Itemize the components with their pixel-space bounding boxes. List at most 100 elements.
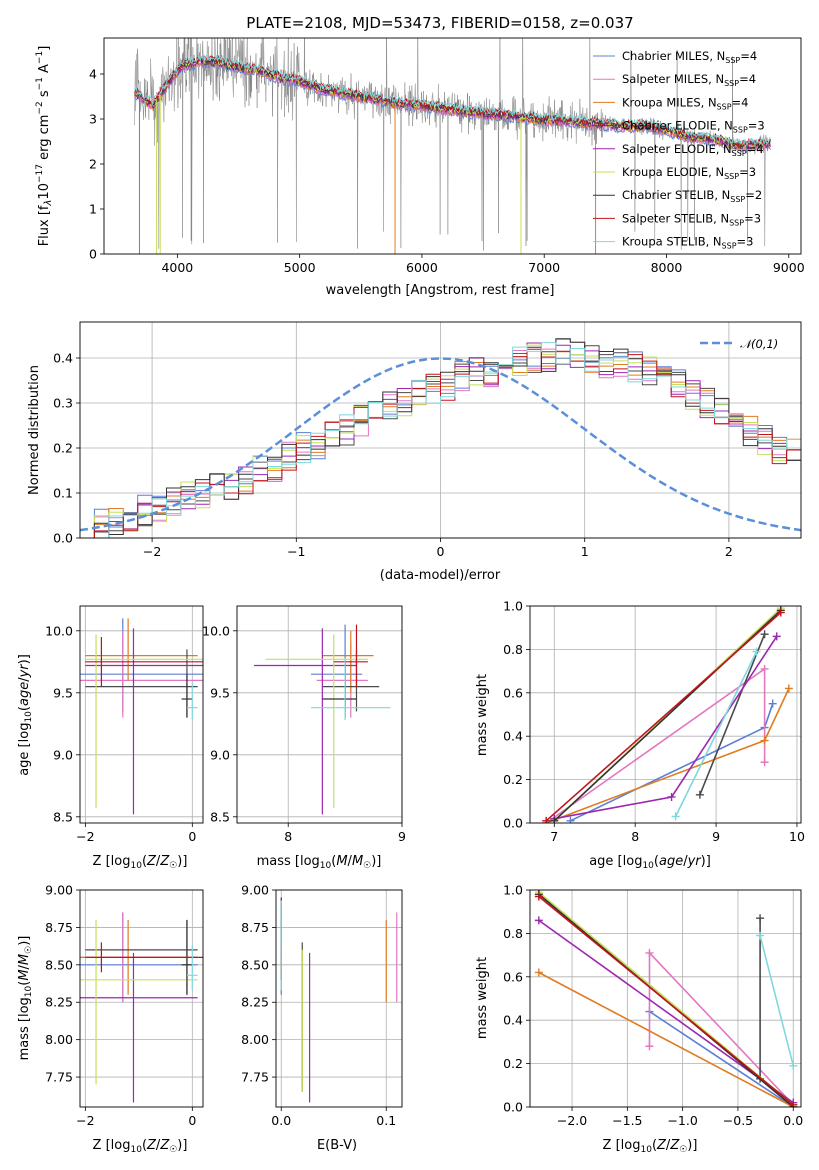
y-tick-label: 7.75 <box>45 1070 73 1085</box>
legend-label: Salpeter MILES, NSSP=4 <box>622 72 756 88</box>
legend-label: Chabrier ELODIE, NSSP=3 <box>622 119 765 135</box>
weight-line <box>545 611 782 822</box>
y-tick-label: 0.8 <box>503 926 523 941</box>
grid-lines <box>276 889 402 1107</box>
axes-frame <box>79 605 204 824</box>
legend-label: Chabrier STELIB, NSSP=2 <box>622 188 762 204</box>
plus-marker <box>768 699 777 708</box>
y-tick-label: 9.00 <box>45 883 73 898</box>
axes-frame <box>275 889 403 1108</box>
plus-marker <box>645 948 654 957</box>
y-tick-label: 8.75 <box>241 920 269 935</box>
y-tick-label: 0.0 <box>53 531 73 546</box>
y-tick-label: 8.5 <box>210 809 230 824</box>
plus-marker <box>756 914 765 923</box>
y-tick-label: 8.50 <box>45 957 73 972</box>
plus-marker <box>534 916 543 925</box>
axes-frame <box>236 605 403 824</box>
x-tick-label: 0 <box>188 829 196 844</box>
y-tick-label: 9.0 <box>53 747 73 762</box>
plot-area <box>254 624 391 815</box>
y-tick-label: 9.00 <box>241 883 269 898</box>
plus-marker <box>695 790 704 799</box>
x-tick-label: 5000 <box>284 260 316 275</box>
x-tick-label: −1.0 <box>667 1113 697 1128</box>
legend-label: Kroupa MILES, NSSP=4 <box>622 95 748 111</box>
spectrum-ylabel: Flux [fλ10−17 erg cm−2 s−1 A−1] <box>35 46 54 247</box>
mass-ebv-xlabel: E(B-V) <box>317 1138 357 1153</box>
axes-frame <box>529 605 802 824</box>
y-tick-label: 8.25 <box>45 995 73 1010</box>
y-tick-label: 0.4 <box>503 729 523 744</box>
weight-age-ylabel: mass weight <box>475 674 490 756</box>
y-tick-label: 8.00 <box>241 1032 269 1047</box>
weight-line <box>649 1010 794 1107</box>
x-tick-label: 8000 <box>651 260 683 275</box>
x-tick-label: 0.1 <box>376 1113 396 1128</box>
plus-marker <box>776 608 785 617</box>
x-tick-label: −2.0 <box>557 1113 587 1128</box>
x-tick-label: 9 <box>712 829 720 844</box>
histogram-step-line <box>80 342 801 538</box>
plus-marker <box>542 816 551 823</box>
x-tick-label: 7 <box>550 829 558 844</box>
y-tick-label: 0.6 <box>503 969 523 984</box>
x-tick-label: 4000 <box>161 260 193 275</box>
legend-label: Kroupa STELIB, NSSP=3 <box>622 235 753 251</box>
x-tick-label: −0.5 <box>723 1113 753 1128</box>
y-tick-label: 8.00 <box>45 1032 73 1047</box>
weight-z-xlabel: Z [log10(Z/Z☉)] <box>603 1138 698 1155</box>
histogram-step-line <box>80 344 801 538</box>
plot-area <box>542 606 793 823</box>
y-tick-label: 9.5 <box>210 685 230 700</box>
model-line-salpeter-stelib <box>134 55 771 148</box>
plus-marker <box>789 1100 798 1107</box>
plot-area <box>134 38 771 254</box>
y-tick-label: 0.8 <box>503 642 523 657</box>
plot-area <box>80 618 203 815</box>
legend-label: Kroupa ELODIE, NSSP=3 <box>622 165 756 181</box>
model-line-kroupa-miles <box>134 59 771 152</box>
histogram-step-line <box>80 338 801 538</box>
weight-line <box>554 635 778 820</box>
plus-marker <box>756 931 765 940</box>
y-tick-label: 0.6 <box>503 685 523 700</box>
weight-line <box>699 633 766 796</box>
spectrum-xlabel: wavelength [Angstrom, rest frame] <box>326 283 555 298</box>
plot-area <box>534 890 798 1107</box>
axes-frame <box>103 37 802 255</box>
y-tick-label: 10.0 <box>45 623 73 638</box>
x-tick-label: 8 <box>631 829 639 844</box>
legend-label: Salpeter STELIB, NSSP=3 <box>622 211 761 227</box>
plus-marker <box>760 664 769 673</box>
axes-frame <box>79 889 204 1108</box>
plus-marker <box>789 1061 798 1070</box>
y-tick-label: 9.5 <box>53 685 73 700</box>
histogram-step-line <box>80 342 801 538</box>
y-tick-label: 4 <box>89 67 97 82</box>
x-tick-label: 8 <box>284 829 292 844</box>
y-tick-label: 8.25 <box>241 995 269 1010</box>
y-tick-label: 0 <box>89 247 97 262</box>
weight-line <box>538 971 794 1107</box>
x-tick-label: 9 <box>398 829 406 844</box>
y-tick-label: 0.4 <box>503 1013 523 1028</box>
residuals-xlabel: (data-model)/error <box>380 568 501 583</box>
weight-line <box>674 651 758 817</box>
plus-marker <box>784 684 793 693</box>
x-tick-label: 9000 <box>773 260 805 275</box>
plot-area <box>280 897 398 1103</box>
plus-marker <box>566 816 575 823</box>
y-tick-label: 1.0 <box>503 883 523 898</box>
legend-label: Chabrier MILES, NSSP=4 <box>622 49 757 65</box>
weight-line <box>545 688 790 823</box>
histogram-step-line <box>80 348 801 538</box>
weight-vs-age-panel: 7 8 9 10 0.0 0.2 0.4 0.6 0.8 1.0 <box>503 599 805 845</box>
weight-z-ylabel: mass weight <box>475 957 490 1039</box>
grid-lines <box>80 322 801 539</box>
y-tick-label: 8.75 <box>45 920 73 935</box>
legend-label: Salpeter ELODIE, NSSP=4 <box>622 142 764 158</box>
axes-frame <box>529 889 802 1108</box>
x-tick-label: 0.0 <box>271 1113 291 1128</box>
age-z-xlabel: Z [log10(Z/Z☉)] <box>93 854 188 871</box>
